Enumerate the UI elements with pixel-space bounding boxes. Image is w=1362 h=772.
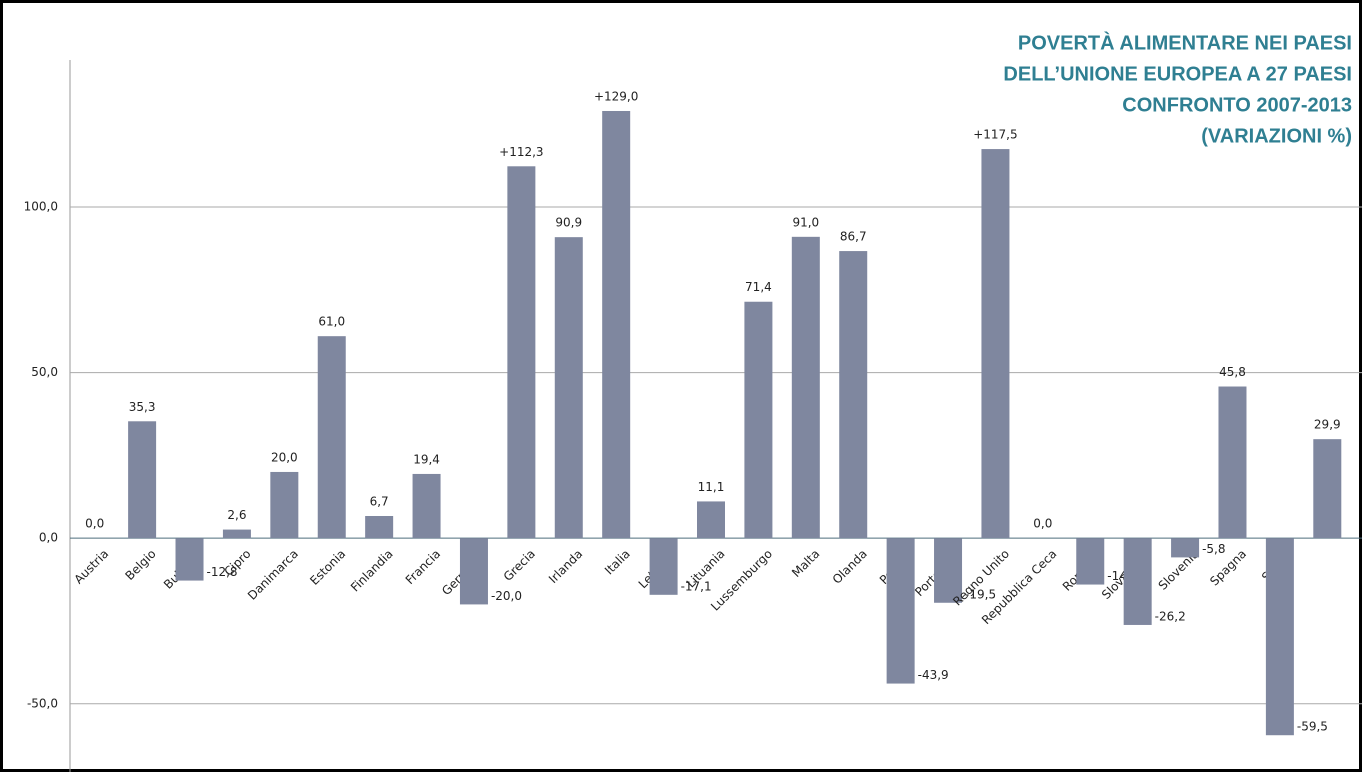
y-tick-label: 0,0 bbox=[39, 531, 58, 545]
y-tick-label: 100,0 bbox=[24, 200, 58, 214]
data-label: -43,9 bbox=[918, 668, 949, 682]
bar bbox=[1123, 538, 1152, 625]
data-label: 29,9 bbox=[1314, 418, 1341, 432]
data-label: 61,0 bbox=[318, 315, 345, 329]
bar bbox=[1265, 538, 1294, 736]
bar bbox=[270, 471, 299, 539]
bar bbox=[554, 237, 583, 539]
bar bbox=[981, 149, 1010, 539]
x-tick-label: Grecia bbox=[501, 547, 538, 584]
data-label: -20,0 bbox=[491, 589, 522, 603]
data-label: +129,0 bbox=[594, 89, 638, 103]
x-tick-label: Italia bbox=[602, 547, 633, 578]
x-tick-label: Malta bbox=[789, 547, 822, 580]
bar bbox=[1171, 538, 1200, 558]
data-label: -19,5 bbox=[965, 587, 996, 601]
x-tick-label: Finlandia bbox=[348, 547, 396, 595]
bar bbox=[839, 251, 868, 539]
data-label: -12,8 bbox=[207, 565, 238, 579]
data-label: 91,0 bbox=[792, 215, 819, 229]
x-tick-label: Austria bbox=[71, 547, 111, 587]
bar bbox=[507, 166, 536, 539]
data-label: 6,7 bbox=[370, 494, 389, 508]
data-label: +117,5 bbox=[973, 128, 1017, 142]
data-label: 2,6 bbox=[227, 508, 246, 522]
chart-title: (VARIAZIONI %) bbox=[1201, 125, 1352, 147]
x-tick-label: Francia bbox=[403, 547, 443, 587]
data-label: 11,1 bbox=[698, 480, 725, 494]
y-tick-label: -50,0 bbox=[27, 696, 58, 710]
bar bbox=[886, 538, 915, 684]
data-label: -5,8 bbox=[1202, 542, 1225, 556]
bar bbox=[1076, 538, 1105, 585]
data-label: 90,9 bbox=[555, 216, 582, 230]
bar bbox=[1218, 386, 1247, 539]
data-label: 0,0 bbox=[85, 517, 104, 531]
bar bbox=[412, 473, 441, 539]
chart-title: DELL’UNIONE EUROPEA A 27 PAESI bbox=[1003, 63, 1352, 85]
data-label: 86,7 bbox=[840, 230, 867, 244]
data-label: 19,4 bbox=[413, 452, 440, 466]
x-tick-label: Estonia bbox=[307, 547, 348, 588]
bar bbox=[459, 538, 488, 605]
bar bbox=[365, 515, 394, 539]
bar bbox=[602, 110, 631, 539]
data-label: 71,4 bbox=[745, 280, 772, 294]
data-label: 45,8 bbox=[1219, 365, 1246, 379]
bar bbox=[791, 236, 820, 539]
y-tick-label: 50,0 bbox=[31, 365, 58, 379]
data-label: 35,3 bbox=[129, 400, 156, 414]
data-label: +112,3 bbox=[499, 145, 543, 159]
data-label: -26,2 bbox=[1155, 609, 1186, 623]
bar bbox=[317, 336, 346, 539]
data-label: 20,0 bbox=[271, 450, 298, 464]
bar bbox=[649, 538, 678, 595]
x-tick-label: Danimarca bbox=[245, 547, 301, 603]
data-label: 0,0 bbox=[1033, 517, 1052, 531]
x-tick-label: Belgio bbox=[122, 547, 158, 583]
data-label: -17,1 bbox=[681, 579, 712, 593]
bar bbox=[934, 538, 963, 603]
bar bbox=[744, 301, 773, 539]
x-tick-label: Irlanda bbox=[546, 547, 585, 586]
bar bbox=[175, 538, 204, 581]
chart-title: CONFRONTO 2007-2013 bbox=[1122, 94, 1352, 116]
bar bbox=[128, 421, 157, 539]
data-label: -59,5 bbox=[1297, 720, 1328, 734]
chart-title: POVERTÀ ALIMENTARE NEI PAESI bbox=[1018, 31, 1352, 54]
bar bbox=[222, 529, 251, 539]
bar bbox=[697, 501, 725, 539]
x-tick-label: Olanda bbox=[830, 547, 870, 587]
bar bbox=[1313, 439, 1342, 539]
